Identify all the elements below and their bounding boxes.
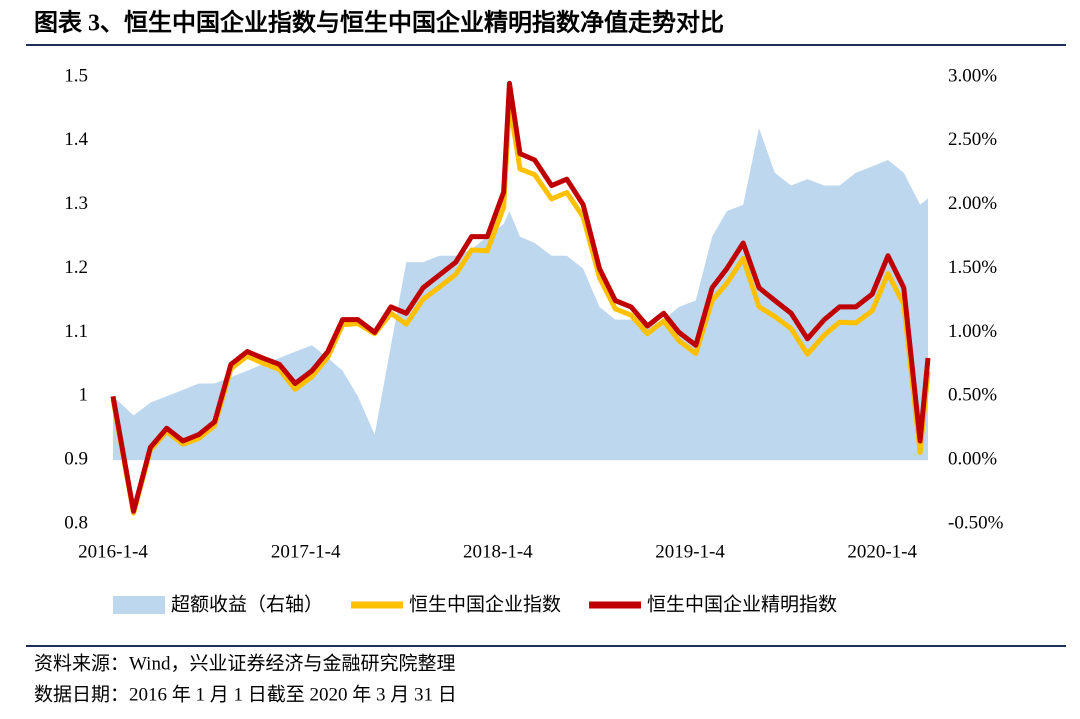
y2-tick-label: 1.50% [948,257,997,278]
y2-tick-label: 2.00% [948,193,997,214]
source-note: 资料来源：Wind，兴业证券经济与金融研究院整理 [34,652,455,674]
legend-label: 超额收益（右轴） [171,593,323,615]
y-tick-label: 0.9 [64,449,88,470]
legend-label: 恒生中国企业精明指数 [647,593,837,615]
y-tick-label: 1.5 [64,65,88,86]
index-line [110,99,931,516]
y-tick-label: 1.2 [64,257,88,278]
y2-tick-label: 3.00% [948,65,997,86]
x-tick-label: 2020-1-4 [847,541,917,562]
y-tick-label: 0.8 [64,512,88,533]
x-tick-label: 2019-1-4 [655,541,725,562]
y2-tick-label: 2.50% [948,129,997,150]
y2-tick-label: 0.00% [948,449,997,470]
x-tick-label: 2018-1-4 [463,541,533,562]
y-tick-label: 1 [79,385,89,406]
x-tick-label: 2016-1-4 [78,541,148,562]
chart-title: 图表 3、恒生中国企业指数与恒生中国企业精明指数净值走势对比 [34,9,724,37]
y2-tick-label: 1.00% [948,321,997,342]
excess-area [113,128,928,461]
x-tick-label: 2017-1-4 [271,541,341,562]
legend-swatch [113,596,165,614]
y2-tick-label: -0.50% [948,512,1004,533]
y-tick-label: 1.1 [64,321,88,342]
date-note: 数据日期：2016 年 1 月 1 日截至 2020 年 3 月 31 日 [34,683,457,705]
legend-label: 恒生中国企业指数 [409,593,561,615]
y-tick-label: 1.3 [64,193,88,214]
y2-tick-label: 0.50% [948,385,997,406]
index-line [110,80,931,514]
y-tick-label: 1.4 [64,129,88,150]
